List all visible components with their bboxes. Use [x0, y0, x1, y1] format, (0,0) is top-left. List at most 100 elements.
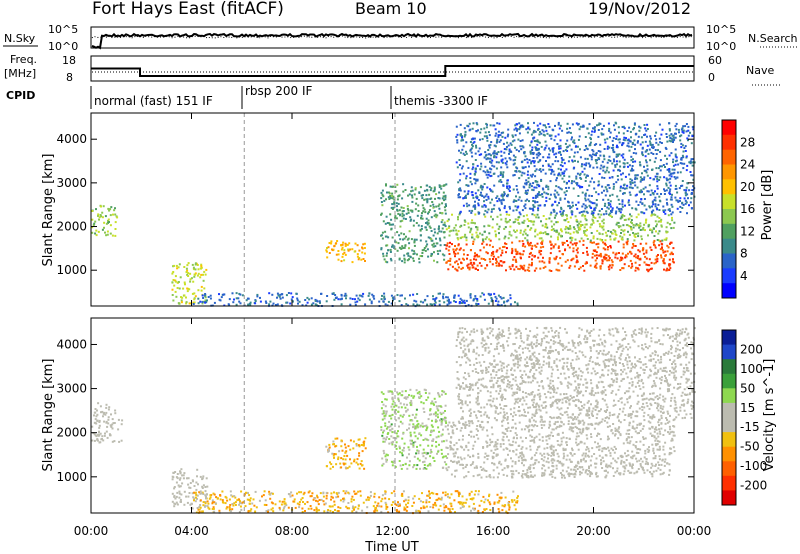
data-cell — [433, 397, 436, 400]
data-cell — [171, 288, 174, 291]
data-cell — [333, 456, 335, 459]
data-cell — [381, 412, 384, 415]
data-cell — [652, 457, 655, 460]
data-cell — [465, 424, 468, 426]
data-cell — [566, 127, 569, 130]
data-cell — [554, 421, 557, 424]
data-cell — [657, 467, 660, 470]
data-cell — [626, 429, 629, 432]
data-cell — [626, 162, 629, 165]
data-cell — [423, 464, 426, 466]
data-cell — [420, 395, 423, 398]
data-cell — [670, 439, 673, 442]
data-cell — [424, 389, 427, 392]
data-cell — [585, 448, 588, 451]
data-cell — [600, 225, 603, 228]
data-cell — [589, 473, 592, 475]
data-cell — [511, 134, 514, 137]
data-cell — [693, 161, 696, 164]
data-cell — [440, 221, 443, 224]
data-cell — [590, 201, 593, 204]
data-cell — [672, 226, 675, 229]
data-cell — [514, 124, 517, 127]
data-cell — [464, 220, 467, 223]
data-cell — [557, 167, 560, 170]
data-cell — [197, 297, 200, 300]
data-cell — [459, 247, 462, 250]
data-cell — [601, 208, 603, 210]
data-cell — [91, 231, 94, 234]
data-cell — [548, 147, 550, 150]
data-cell — [407, 211, 410, 214]
data-cell — [422, 461, 424, 464]
data-cell — [549, 165, 552, 168]
data-cell — [425, 198, 428, 201]
data-cell — [176, 287, 179, 289]
data-cell — [686, 137, 689, 140]
data-cell — [493, 150, 496, 153]
data-cell — [669, 428, 672, 431]
data-cell — [427, 211, 430, 214]
data-cell — [599, 150, 602, 153]
data-cell — [398, 257, 401, 260]
data-cell — [205, 268, 208, 271]
data-cell — [398, 194, 401, 197]
data-cell — [615, 155, 618, 158]
data-cell — [597, 246, 600, 249]
data-cell — [517, 456, 520, 459]
data-cell — [674, 196, 677, 199]
data-cell — [344, 292, 347, 295]
data-cell — [592, 166, 595, 169]
data-cell — [556, 231, 559, 234]
data-cell — [512, 258, 515, 261]
data-cell — [671, 193, 673, 196]
data-cell — [680, 142, 683, 145]
data-cell — [662, 445, 665, 448]
data-cell — [626, 144, 629, 147]
data-cell — [611, 232, 614, 235]
data-cell — [560, 213, 563, 216]
data-cell — [647, 190, 650, 193]
data-cell — [607, 198, 610, 201]
data-cell — [527, 266, 530, 269]
data-cell — [106, 230, 109, 233]
data-cell — [453, 444, 456, 447]
data-cell — [186, 501, 189, 504]
data-cell — [409, 442, 412, 445]
data-cell — [545, 192, 548, 195]
data-cell — [637, 452, 640, 454]
data-cell — [103, 420, 106, 423]
data-cell — [593, 187, 596, 190]
data-cell — [595, 471, 598, 474]
data-cell — [399, 238, 402, 241]
data-cell — [246, 297, 249, 300]
data-cell — [430, 402, 433, 405]
data-cell — [590, 232, 593, 234]
data-cell — [664, 422, 667, 425]
data-cell — [653, 213, 656, 216]
data-cell — [337, 250, 340, 252]
data-cell — [441, 390, 444, 393]
data-cell — [541, 472, 544, 475]
data-cell — [627, 145, 630, 148]
data-cell — [579, 466, 582, 469]
data-cell — [566, 181, 568, 184]
data-cell — [426, 295, 429, 298]
data-cell — [601, 226, 604, 229]
data-cell — [655, 261, 657, 264]
data-cell — [615, 160, 618, 163]
noise-frame — [90, 26, 695, 49]
data-cell — [560, 208, 563, 211]
data-cell — [575, 256, 578, 259]
data-cell — [256, 295, 259, 298]
data-cell — [475, 258, 478, 261]
data-cell — [403, 403, 406, 406]
data-cell — [507, 144, 510, 147]
data-cell — [640, 198, 643, 201]
data-cell — [326, 247, 328, 249]
data-cell — [649, 137, 652, 140]
data-cell — [471, 264, 474, 267]
data-cell — [512, 470, 515, 473]
data-cell — [348, 242, 351, 245]
data-cell — [477, 303, 480, 305]
